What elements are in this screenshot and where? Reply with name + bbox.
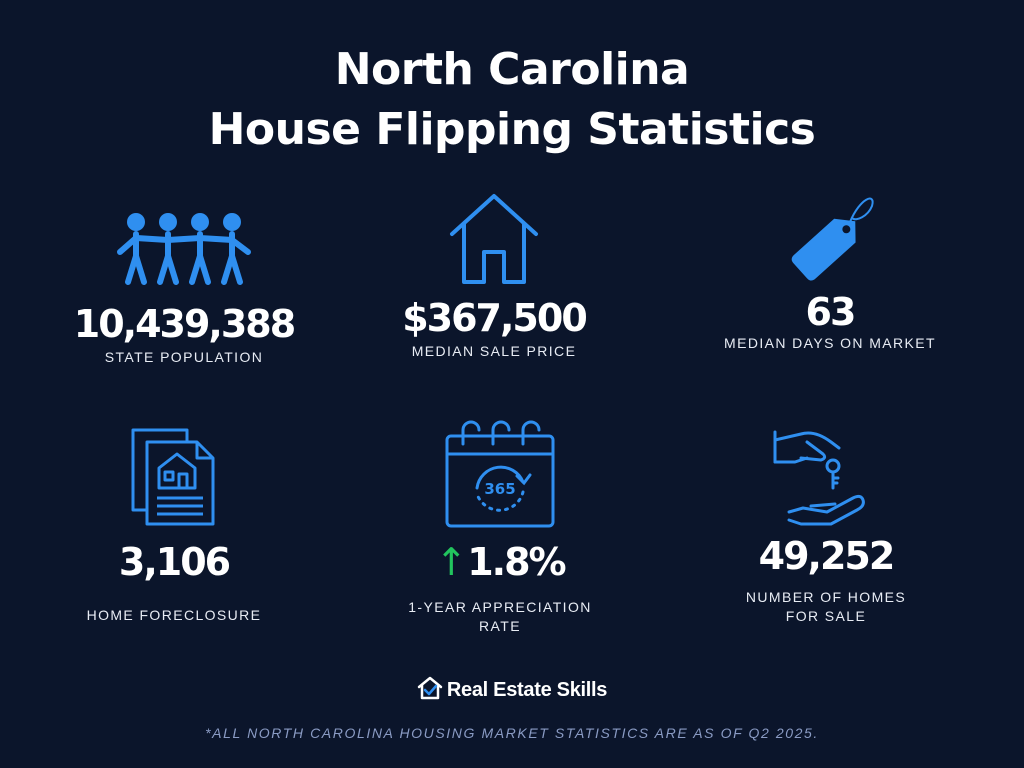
arrow-up-icon: ↑ xyxy=(435,540,467,584)
page-title: North Carolina House Flipping Statistics xyxy=(0,40,1024,160)
stat-value: $367,500 xyxy=(402,296,588,340)
stat-label: MEDIAN DAYS ON MARKET xyxy=(724,335,936,351)
footnote: *ALL NORTH CAROLINA HOUSING MARKET STATI… xyxy=(205,725,819,741)
stat-label: STATE POPULATION xyxy=(104,349,264,365)
foreclosure-document-icon xyxy=(131,428,215,526)
brand-logo: Real Estate Skills xyxy=(0,676,1024,702)
stat-appreciation-rate: 365 ↑1.8% 1-YEAR APPRECIATION RATE xyxy=(350,420,650,636)
title-line-1: North Carolina xyxy=(334,44,690,95)
brand-name: Real Estate Skills xyxy=(446,679,608,701)
price-tag-icon xyxy=(791,197,874,281)
stat-label-line-2: RATE xyxy=(479,618,521,634)
stat-median-days-on-market: 63 MEDIAN DAYS ON MARKET xyxy=(680,188,980,353)
stat-state-population: 10,439,388 STATE POPULATION xyxy=(34,210,334,367)
people-icon xyxy=(117,213,251,285)
stat-home-foreclosure: 3,106 HOME FORECLOSURE xyxy=(24,426,324,625)
stat-label: 1-YEAR APPRECIATION RATE xyxy=(350,598,650,636)
stat-label: NUMBER OF HOMES FOR SALE xyxy=(676,588,976,626)
stat-label: MEDIAN SALE PRICE xyxy=(411,343,577,359)
stat-value: 10,439,388 xyxy=(73,302,296,346)
stat-median-sale-price: $367,500 MEDIAN SALE PRICE xyxy=(344,192,644,361)
stat-label-line-2: FOR SALE xyxy=(785,608,867,624)
calendar-365-icon: 365 xyxy=(445,420,555,528)
hand-keys-icon xyxy=(773,430,865,526)
stat-homes-for-sale: 49,252 NUMBER OF HOMES FOR SALE xyxy=(676,428,976,626)
stat-label: HOME FORECLOSURE xyxy=(86,607,262,623)
stat-value: 3,106 xyxy=(118,540,231,584)
house-icon xyxy=(450,194,538,284)
stat-value-number: 1.8% xyxy=(467,540,566,584)
calendar-365-text: 365 xyxy=(484,480,515,498)
stat-label-line-1: NUMBER OF HOMES xyxy=(745,589,907,605)
stat-value: ↑1.8% xyxy=(350,540,650,584)
stat-label-line-1: 1-YEAR APPRECIATION xyxy=(408,599,592,615)
stat-value: 63 xyxy=(805,290,857,334)
house-check-logo-icon xyxy=(417,676,443,700)
title-line-2: House Flipping Statistics xyxy=(208,104,816,155)
stat-value: 49,252 xyxy=(758,534,896,578)
